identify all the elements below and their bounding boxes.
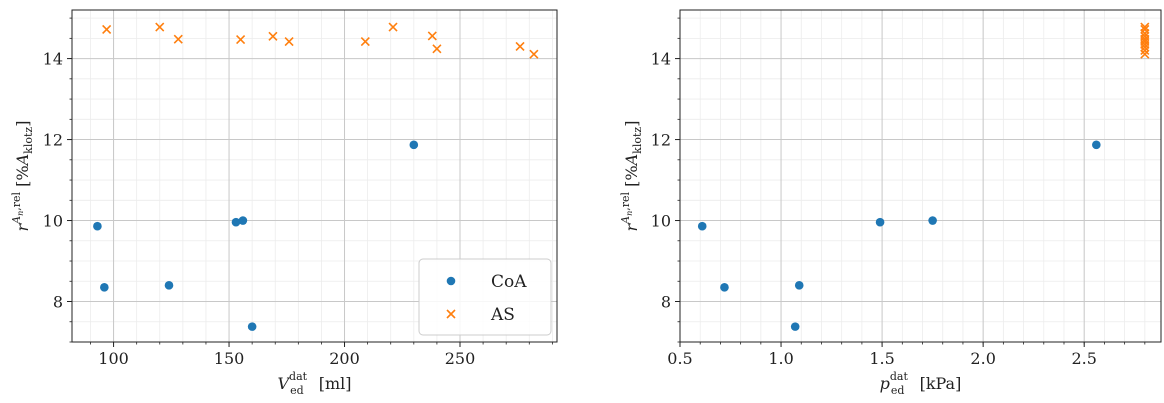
x-marker-stroke	[1140, 45, 1150, 56]
data-point-coa	[790, 322, 800, 331]
series-CoA	[697, 140, 1101, 331]
data-point-coa	[100, 283, 109, 292]
data-point-as	[432, 44, 442, 54]
x-marker-stroke	[360, 37, 370, 47]
legend-label-coa: CoA	[491, 272, 527, 292]
data-point-as	[427, 31, 437, 41]
y-tick-label: 8	[661, 293, 671, 312]
y-tick-label: 12	[43, 131, 63, 150]
x-marker-stroke	[173, 34, 183, 44]
legend-label-as: AS	[490, 305, 515, 325]
series-CoA	[93, 140, 419, 331]
plot-frame	[679, 9, 1162, 343]
data-point-as	[268, 31, 278, 41]
x-tick-label: 250	[445, 349, 476, 368]
major-grid	[679, 10, 1161, 342]
data-point-as	[1140, 42, 1150, 52]
x-tick-label: 150	[214, 349, 245, 368]
y-tick-label: 12	[651, 131, 671, 150]
x-axis-label: Vdat ed [ml]	[277, 370, 351, 397]
x-tick-label: 100	[98, 349, 129, 368]
data-point-coa	[720, 283, 729, 292]
legend: CoA AS	[418, 258, 552, 336]
x-marker-stroke	[284, 37, 294, 47]
data-point-as	[102, 24, 112, 34]
series-AS	[102, 22, 539, 59]
data-point-coa	[1092, 140, 1101, 150]
x-marker-stroke	[432, 44, 442, 54]
plot-frame	[71, 9, 558, 343]
data-point-coa	[238, 216, 248, 225]
x-marker-stroke	[515, 41, 525, 52]
data-point-coa	[409, 140, 419, 150]
y-tick-label: 14	[651, 50, 671, 69]
x-tick-label: 1.0	[768, 349, 793, 368]
x-tick-label: 1.5	[869, 349, 894, 368]
legend-box	[418, 258, 552, 336]
x-tick-label: 200	[329, 349, 360, 368]
data-point-coa	[164, 281, 174, 290]
x-marker-stroke	[236, 34, 246, 45]
x-marker-stroke	[427, 31, 437, 41]
y-axis-label: rAn,rel [%Aklotz]	[10, 121, 35, 232]
data-point-as	[360, 37, 370, 47]
x-marker-stroke	[529, 49, 539, 59]
minor-grid	[679, 10, 1161, 343]
series-AS	[1140, 22, 1150, 59]
data-point-coa	[928, 216, 937, 225]
data-point-as	[529, 49, 539, 59]
data-point-as	[155, 22, 165, 32]
y-tick-label: 10	[651, 212, 671, 231]
data-point-coa	[247, 322, 257, 331]
data-point-coa	[93, 221, 102, 231]
data-point-as	[1140, 45, 1150, 56]
x-marker-stroke	[155, 22, 165, 32]
legend-marker-as	[446, 309, 456, 319]
x-marker-stroke	[268, 31, 278, 41]
data-point-as	[173, 34, 183, 44]
x-marker-stroke	[1140, 24, 1150, 34]
y-tick-label: 14	[43, 50, 63, 69]
data-point-coa	[697, 221, 707, 231]
x-marker-stroke	[388, 22, 398, 32]
data-point-as	[236, 34, 246, 45]
chart-2: 0.5 1.0 1.5 2.0 2.5 8 10 12 14 pdat ed [kPa] rAn,re…	[619, 9, 1162, 397]
x-tick-label: 0.5	[667, 349, 692, 368]
y-tick-label: 10	[43, 212, 63, 231]
data-point-as	[1140, 22, 1150, 32]
x-marker-stroke	[446, 309, 456, 319]
x-marker-stroke	[102, 24, 112, 34]
x-marker-stroke	[1140, 22, 1150, 32]
x-marker-stroke	[1140, 49, 1150, 59]
x-marker-stroke	[1140, 42, 1150, 52]
data-point-coa	[794, 281, 804, 290]
y-tick-label: 8	[53, 293, 63, 312]
x-tick-label: 2.5	[1071, 349, 1096, 368]
tick-marks	[675, 17, 1146, 347]
chart-1: 100 150 200 250 8 10 12 14 Vdat ed [ml] rAn,rel [%…	[10, 9, 558, 397]
data-point-coa	[231, 217, 241, 227]
x-tick-label: 2.0	[970, 349, 995, 368]
data-point-coa	[875, 217, 885, 227]
data-point-as	[284, 37, 294, 47]
data-point-as	[1140, 24, 1150, 34]
data-point-as	[388, 22, 398, 32]
data-point-as	[515, 41, 525, 52]
legend-marker-coa	[446, 276, 456, 286]
major-grid	[72, 10, 557, 342]
y-axis-label: rAn,rel [%Aklotz]	[619, 121, 644, 232]
data-point-as	[1140, 49, 1150, 59]
x-axis-label: pdat ed [kPa]	[880, 370, 962, 397]
